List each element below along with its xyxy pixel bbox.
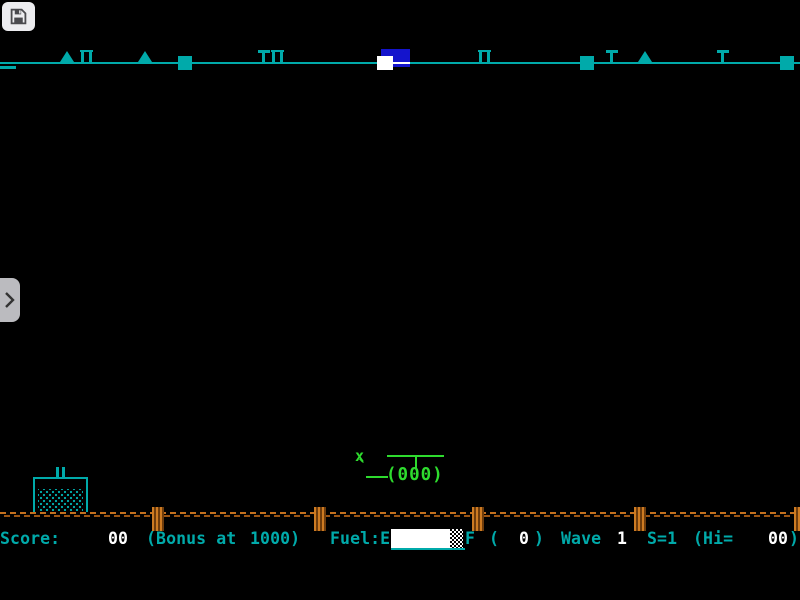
radar-pillars-icon [89, 52, 92, 62]
radar-tree-icon [138, 51, 152, 62]
ground-post [314, 507, 326, 531]
radar-block-icon [580, 56, 594, 70]
ground-post [152, 507, 164, 531]
helicopter-tail-boom [366, 476, 388, 478]
radar-block-icon [780, 56, 794, 70]
helicopter-body: (000) [386, 465, 444, 485]
radar-pillars-icon [272, 52, 275, 62]
radar-player-marker [377, 56, 393, 70]
save-button[interactable] [2, 2, 35, 31]
helicopter-hook: ` [357, 457, 369, 479]
radar-pillars-icon [81, 52, 84, 62]
status-fuel-full: F [465, 529, 476, 548]
radar-pillars-icon [487, 52, 490, 62]
status-score-label: Score: [0, 529, 61, 548]
status-score-value: 00 [108, 529, 129, 548]
ground-post [634, 507, 646, 531]
radar-dash-icon [0, 66, 16, 69]
fuel-gauge-underline [391, 548, 465, 550]
radar-tower-icon [717, 50, 729, 53]
radar-pillars-icon [80, 50, 93, 52]
depot-chimney [62, 467, 65, 479]
status-count-value: 0 [519, 529, 530, 548]
fuel-depot [33, 467, 88, 512]
status-hi-close: ) [789, 529, 800, 548]
status-count-close: ) [534, 529, 545, 548]
status-hi-label: (Hi= [693, 529, 734, 548]
radar-baseline [0, 62, 800, 64]
status-hi-value: 00 [768, 529, 789, 548]
radar-tree-icon [638, 51, 652, 62]
radar-viewport [381, 49, 410, 67]
radar-viewport-line [393, 62, 410, 64]
status-ships-label: S=1 [647, 529, 678, 548]
depot-fill-pattern [38, 489, 83, 511]
radar-tower-icon [258, 50, 270, 53]
depot-chimney [56, 467, 59, 479]
helicopter-rotor [387, 455, 444, 457]
chevron-right-icon [5, 292, 15, 308]
fuel-gauge-fill [391, 529, 450, 549]
radar-pillars-icon [280, 52, 283, 62]
radar-tower-icon [721, 53, 724, 63]
helicopter-rotor-hub: x [355, 447, 365, 465]
radar-tree-icon [60, 51, 74, 62]
radar-block-icon [178, 56, 192, 70]
ground-post [794, 507, 800, 531]
status-fuel-label: Fuel:E [330, 529, 391, 548]
ground-post [472, 507, 484, 531]
radar-pillars-icon [479, 52, 482, 62]
status-bonus-label: (Bonus at [146, 529, 237, 548]
status-wave-label: Wave [561, 529, 602, 548]
panel-toggle-button[interactable] [0, 278, 20, 322]
radar-pillars-icon [478, 50, 491, 52]
status-wave-value: 1 [617, 529, 628, 548]
fuel-gauge-partial [450, 529, 463, 549]
status-bonus-value: 1000) [250, 529, 301, 548]
radar-pillars-icon [271, 50, 284, 52]
radar-tower-icon [610, 53, 613, 63]
ground-strip [0, 512, 800, 518]
radar-tower-icon [606, 50, 618, 53]
floppy-disk-icon [10, 8, 27, 25]
status-count-open: ( [489, 529, 500, 548]
radar-tower-icon [262, 53, 265, 63]
